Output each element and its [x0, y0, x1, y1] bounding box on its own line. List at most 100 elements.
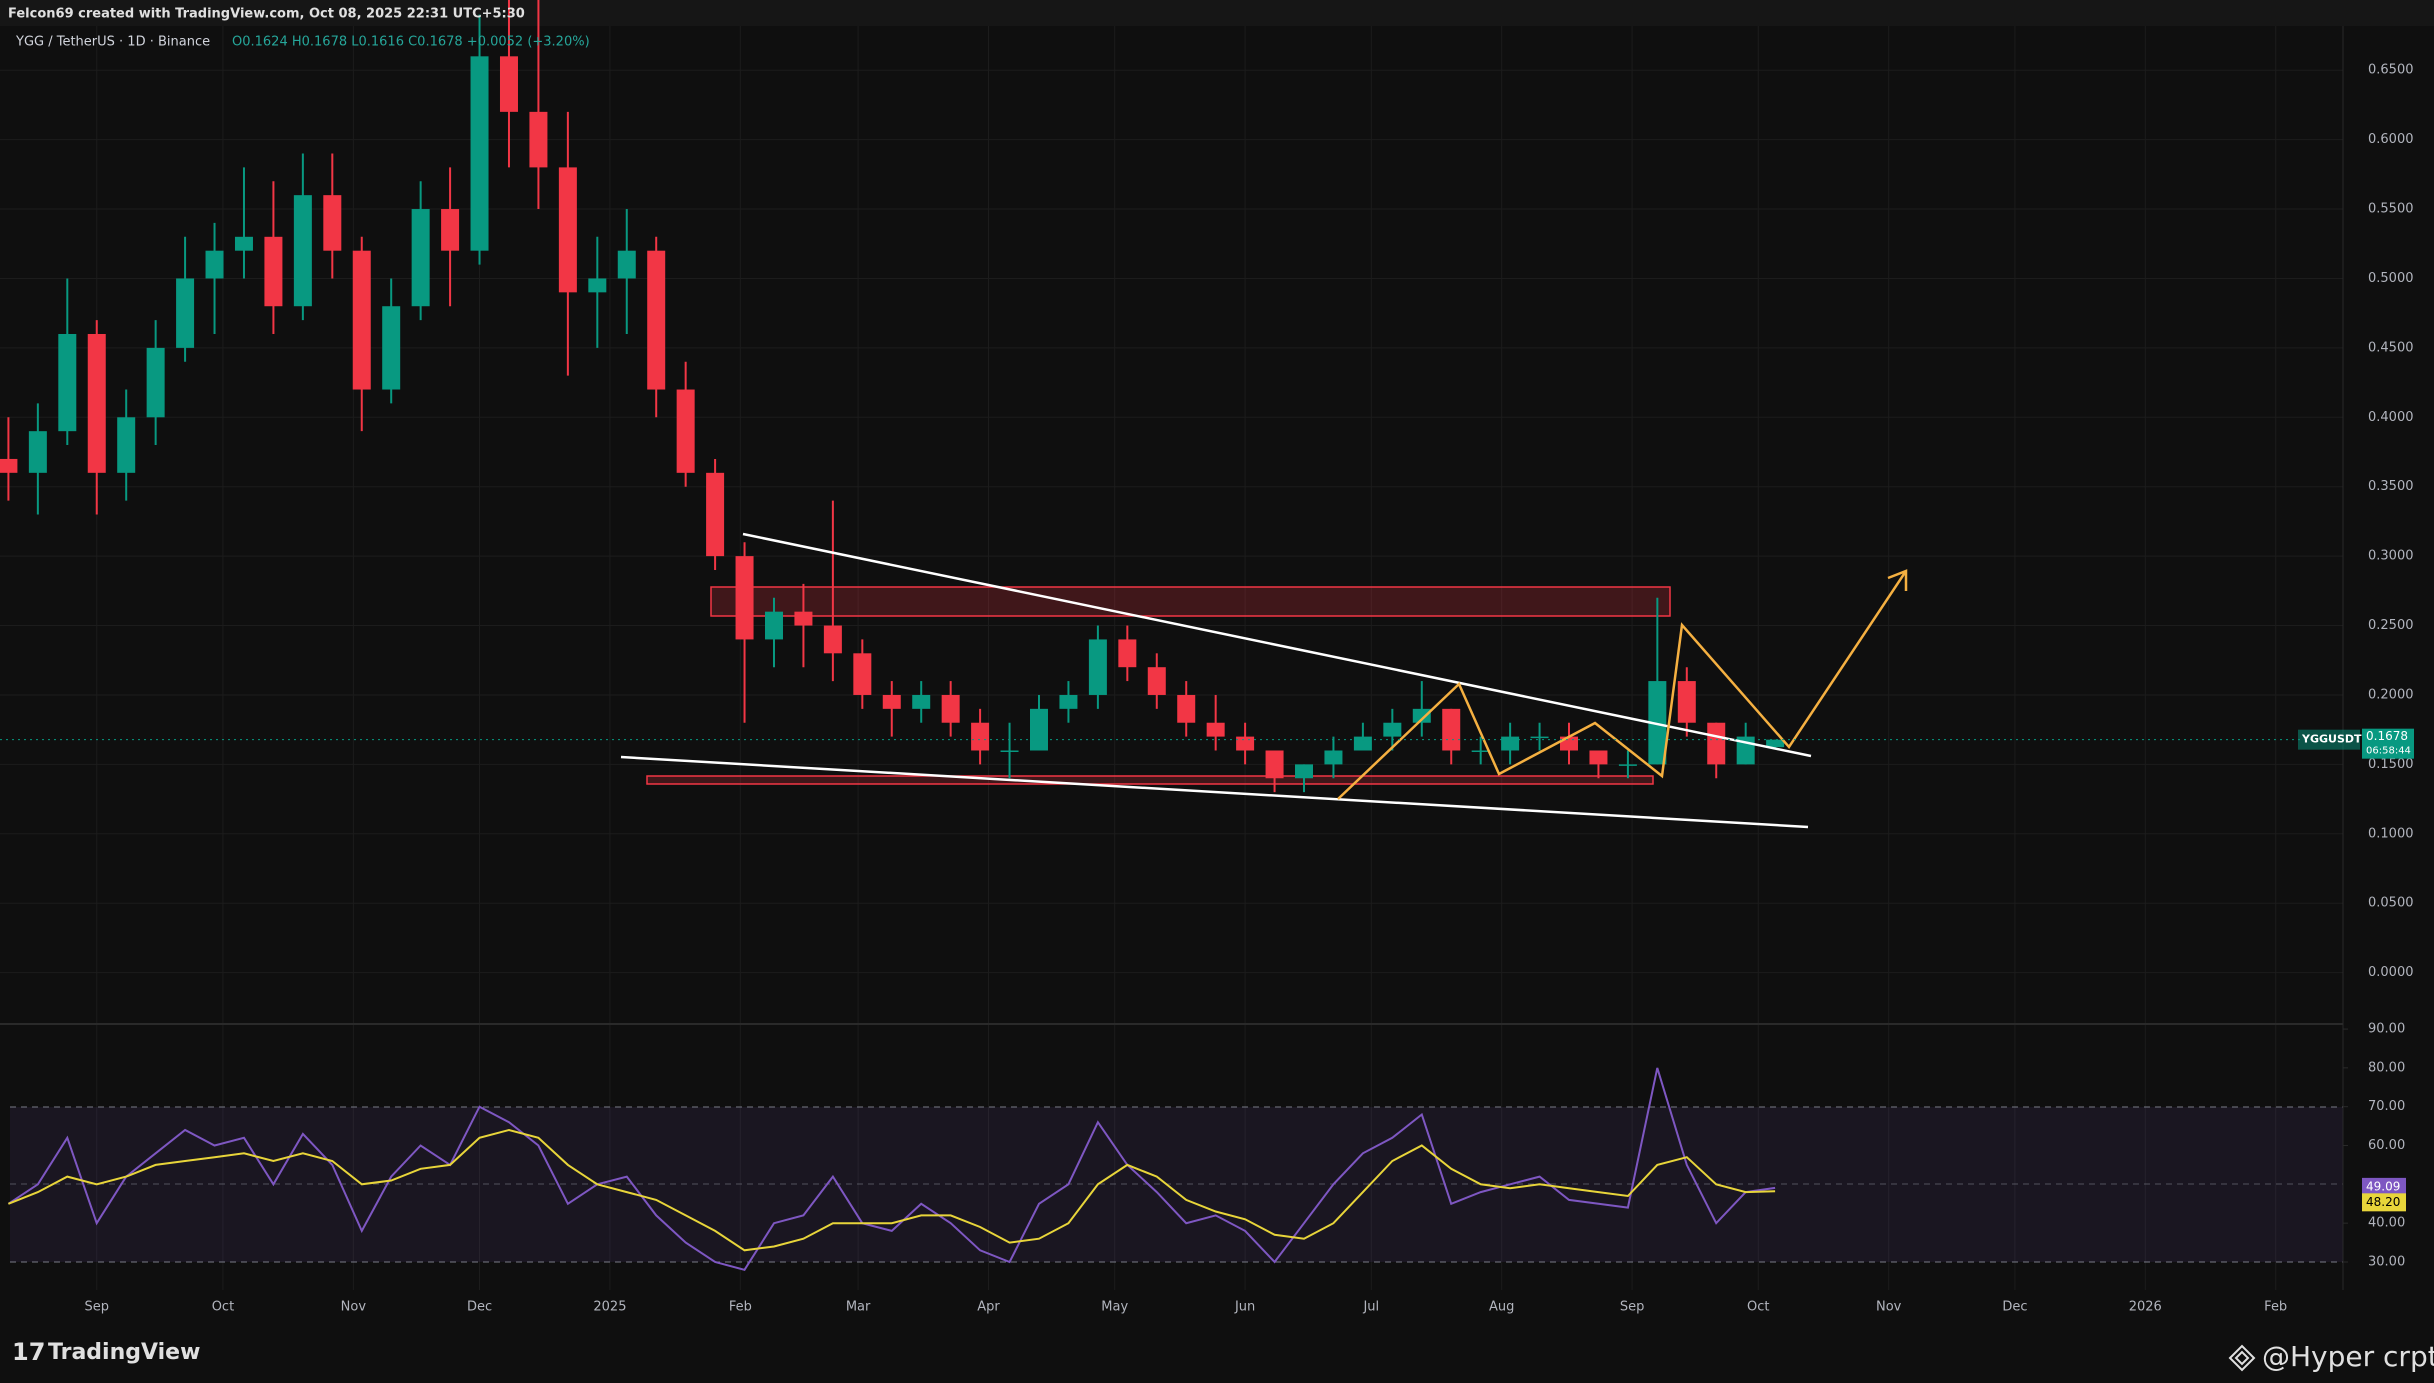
- x-tick-label: Oct: [212, 1300, 234, 1315]
- rsi-pane: 49.09 48.20: [7, 1067, 2406, 1271]
- x-tick-label: Nov: [341, 1300, 367, 1315]
- candle-body: [205, 250, 224, 279]
- candle-body: [941, 694, 960, 723]
- candle-body: [1265, 750, 1284, 779]
- trendline-upper: [742, 532, 1812, 758]
- symbol-tag: YGGUSDT: [2301, 733, 2362, 746]
- candle-body: [1029, 708, 1048, 751]
- candle-body: [1177, 694, 1196, 723]
- x-tick-label: Feb: [2264, 1300, 2287, 1315]
- candles: [0, 0, 1785, 793]
- footer-bar: [0, 1330, 2434, 1383]
- candle-body: [1442, 708, 1461, 751]
- y-tick-label: 0.5500: [2368, 202, 2414, 217]
- candle-body: [1236, 736, 1255, 751]
- candle-body: [1530, 736, 1549, 739]
- candle-body: [823, 625, 842, 654]
- candle-body: [882, 694, 901, 709]
- watermark-icon: [2228, 1344, 2256, 1372]
- value-tag: 49.09: [2366, 1179, 2400, 1193]
- candle-body: [411, 209, 430, 307]
- ohlc: O0.1624 H0.1678 L0.1616 C0.1678 +0.0052 …: [232, 35, 590, 50]
- candle-body: [706, 472, 725, 557]
- candle-body: [1059, 694, 1078, 709]
- trendline-lower: [620, 755, 1809, 829]
- candle-body: [323, 195, 342, 251]
- candle-body: [87, 333, 106, 473]
- candle-body: [1501, 736, 1520, 751]
- candle-body: [352, 250, 371, 390]
- rsi-line: [7, 1067, 1776, 1271]
- candle-body: [441, 209, 460, 251]
- x-tick-label: Aug: [1489, 1300, 1514, 1315]
- brand-logo: 17: [12, 1338, 45, 1366]
- candle-body: [558, 167, 577, 293]
- candle-body: [529, 111, 548, 168]
- candle-body: [28, 431, 47, 473]
- candle-body: [853, 653, 872, 695]
- x-tick-label: Nov: [1876, 1300, 1902, 1315]
- brand: TradingView: [48, 1340, 200, 1365]
- x-tick-label: 2025: [593, 1300, 626, 1315]
- x-tick-label: Mar: [846, 1300, 871, 1315]
- price-tag-box: [2362, 728, 2414, 759]
- candle-body: [382, 306, 401, 390]
- candle-body: [470, 56, 489, 251]
- x-tick-label: Jul: [1362, 1300, 1379, 1315]
- candle-body: [1118, 639, 1137, 668]
- watermark: @Hyper crpto: [2262, 1340, 2434, 1373]
- candle-body: [499, 56, 518, 112]
- y-tick-label: 0.4000: [2368, 410, 2414, 425]
- x-tick-label: Dec: [2002, 1300, 2027, 1315]
- rsi-tick-label: 60.00: [2368, 1138, 2405, 1153]
- candle-body: [647, 250, 666, 390]
- rsi-line: [8, 1128, 1776, 1252]
- candle-body: [1412, 708, 1431, 723]
- y-tick-label: 0.1500: [2368, 757, 2414, 772]
- x-tick-label: Oct: [1747, 1300, 1769, 1315]
- candle-body: [293, 195, 312, 307]
- candle-body: [1766, 739, 1785, 748]
- value-tag: 48.20: [2366, 1195, 2400, 1209]
- credit: Felcon69 created with TradingView.com, O…: [8, 7, 525, 22]
- candle-body: [1000, 750, 1019, 752]
- y-tick-label: 0.6000: [2368, 132, 2414, 147]
- x-tick-label: Feb: [729, 1300, 752, 1315]
- candle-body: [58, 333, 77, 432]
- candle-body: [117, 417, 136, 473]
- price-tag: 0.1678: [2366, 729, 2408, 743]
- candle-body: [1677, 681, 1696, 723]
- support-zone: [646, 775, 1654, 785]
- candle-body: [1295, 764, 1314, 779]
- projection-path: [1337, 570, 1908, 800]
- value-tag-box: [2362, 1193, 2406, 1212]
- candle-body: [1147, 667, 1166, 695]
- x-tick-label: Sep: [84, 1300, 109, 1315]
- candle-body: [617, 250, 636, 279]
- countdown: 06:58:44: [2366, 746, 2411, 757]
- y-tick-label: 0.6500: [2368, 63, 2414, 78]
- x-tick-label: Dec: [467, 1300, 492, 1315]
- candle-body: [1206, 722, 1225, 737]
- candle-body: [676, 389, 695, 473]
- credit-bar: [0, 0, 2434, 26]
- candle-body: [1707, 722, 1726, 765]
- y-tick-label: 0.5000: [2368, 271, 2414, 286]
- candle-body: [1383, 722, 1402, 737]
- y-tick-label: 0.0500: [2368, 896, 2414, 911]
- candle-body: [264, 236, 283, 307]
- rsi-tick-label: 40.00: [2368, 1216, 2405, 1231]
- candle-body: [912, 694, 931, 709]
- symbol-tag-box: [2298, 729, 2360, 750]
- rsi-tick-label: 80.00: [2368, 1060, 2405, 1075]
- grid: [0, 26, 2348, 1290]
- candle-body: [1618, 764, 1637, 766]
- y-tick-label: 0.1000: [2368, 826, 2414, 841]
- candle-body: [1088, 639, 1107, 695]
- symbol: YGG / TetherUS · 1D · Binance: [15, 35, 210, 50]
- rsi-tick-label: 30.00: [2368, 1254, 2405, 1269]
- rsi-tick-label: 90.00: [2368, 1022, 2405, 1037]
- x-tick-label: Apr: [977, 1300, 1000, 1315]
- y-tick-label: 0.4500: [2368, 340, 2414, 355]
